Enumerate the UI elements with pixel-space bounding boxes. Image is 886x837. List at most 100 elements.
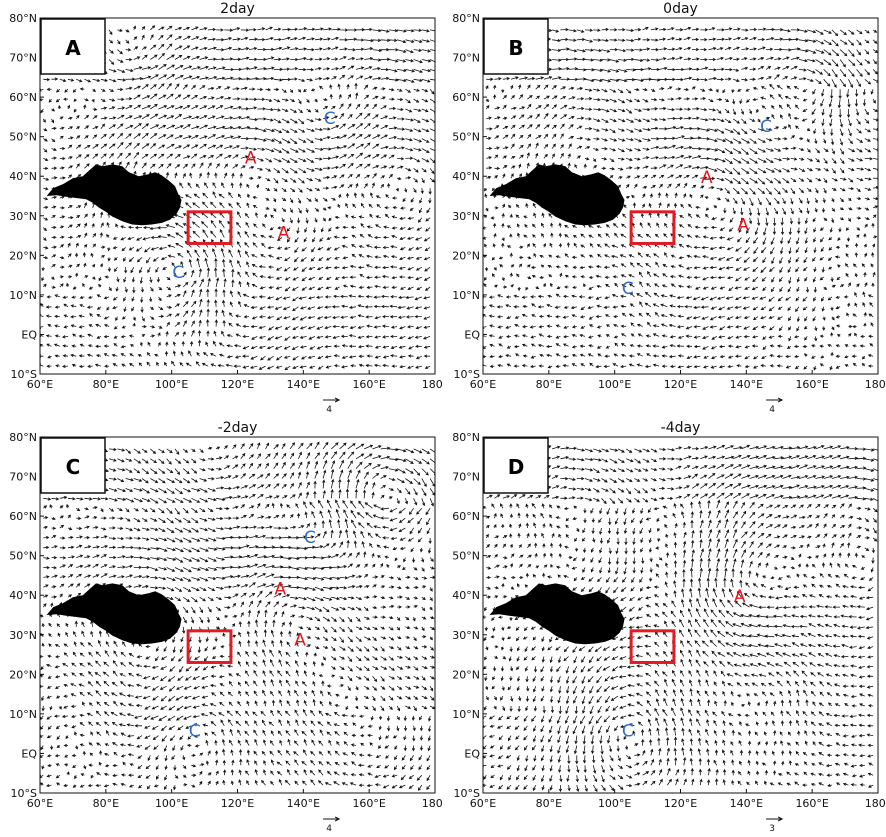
anticyclone-marker: A <box>278 224 290 244</box>
tibetan-plateau-mask <box>489 164 625 226</box>
x-tick-label: 120°E <box>664 378 697 391</box>
cyclone-marker: C <box>304 528 316 548</box>
x-tick-label: 120°E <box>664 797 697 810</box>
y-tick-label: 40°N <box>9 589 37 602</box>
reference-vector-label: 4 <box>769 405 775 415</box>
y-tick-label: 80°N <box>452 431 480 444</box>
x-tick-label: 100°E <box>598 378 631 391</box>
y-tick-label: 20°N <box>452 668 480 681</box>
y-tick-label: 50°N <box>452 550 480 563</box>
map-svg: -4day 80°N 70°N 60°N 50°N 40°N 30°N 20°N 10°N EQ 1… <box>452 420 886 834</box>
cyclone-marker: C <box>324 109 336 129</box>
study-region-box <box>186 210 233 245</box>
anticyclone-marker: A <box>734 587 746 607</box>
panel-b: 0day 80°N 70°N 60°N 50°N 40°N 30°N 20°N 10°N EQ 10… <box>443 0 886 418</box>
anticyclone-marker: A <box>294 631 306 651</box>
anticyclone-marker: A <box>245 148 257 168</box>
x-tick-label: 160°E <box>352 797 385 810</box>
study-region-box <box>629 210 676 245</box>
x-tick-label: 60°E <box>470 797 496 810</box>
tibetan-plateau-mask <box>46 583 182 645</box>
reference-vector-label: 4 <box>326 824 332 834</box>
panel-letter-label: A <box>65 36 81 60</box>
y-tick-label: 10°S <box>11 368 37 381</box>
y-tick-label: 20°N <box>9 668 37 681</box>
y-tick-label: 10°N <box>452 708 480 721</box>
x-tick-label: 160°E <box>795 378 828 391</box>
cyclone-marker: C <box>189 722 201 742</box>
anticyclone-marker: A <box>737 216 749 236</box>
reference-vector-label: 3 <box>769 824 775 834</box>
x-tick-label: 180° <box>865 797 886 810</box>
x-tick-label: 100°E <box>598 797 631 810</box>
y-tick-label: 80°N <box>9 12 37 25</box>
panel-title: -2day <box>218 420 258 436</box>
y-tick-label: 20°N <box>9 249 37 262</box>
y-tick-label: EQ <box>464 747 480 760</box>
panel-title: 2day <box>220 1 255 17</box>
x-tick-label: 140°E <box>287 378 320 391</box>
x-tick-label: 60°E <box>470 378 496 391</box>
y-tick-label: 40°N <box>452 589 480 602</box>
panel-title: 0day <box>663 1 698 17</box>
y-tick-label: EQ <box>21 747 37 760</box>
y-tick-label: 50°N <box>9 550 37 563</box>
y-tick-label: 30°N <box>452 629 480 642</box>
y-tick-label: 40°N <box>9 170 37 183</box>
panel-a: 2day 80°N 70°N 60°N 50°N 40°N 30°N 20°N 10°N EQ 10… <box>0 0 443 418</box>
y-tick-label: 70°N <box>9 471 37 484</box>
cyclone-marker: C <box>622 722 634 742</box>
y-tick-label: EQ <box>21 328 37 341</box>
x-tick-label: 120°E <box>221 797 254 810</box>
x-tick-label: 100°E <box>155 797 188 810</box>
y-tick-label: 60°N <box>452 510 480 523</box>
y-tick-label: 50°N <box>452 131 480 144</box>
y-tick-label: 40°N <box>452 170 480 183</box>
y-tick-label: 80°N <box>9 431 37 444</box>
y-tick-label: 10°S <box>11 787 37 800</box>
panel-letter-label: C <box>66 455 81 479</box>
y-tick-label: 10°N <box>452 289 480 302</box>
x-tick-label: 80°E <box>536 378 562 391</box>
map-svg: 2day 80°N 70°N 60°N 50°N 40°N 30°N 20°N 10°N EQ 10… <box>9 1 443 415</box>
x-tick-label: 160°E <box>352 378 385 391</box>
tibetan-plateau-mask <box>489 583 625 645</box>
cyclone-marker: C <box>760 117 772 137</box>
x-tick-label: 60°E <box>27 378 53 391</box>
tibetan-plateau-mask <box>46 164 182 226</box>
x-tick-label: 80°E <box>536 797 562 810</box>
y-tick-label: 60°N <box>9 510 37 523</box>
y-tick-label: 30°N <box>9 629 37 642</box>
map-svg: 0day 80°N 70°N 60°N 50°N 40°N 30°N 20°N 10°N EQ 10… <box>452 1 886 415</box>
cyclone-marker: C <box>622 279 634 299</box>
study-region-box <box>629 629 676 664</box>
x-tick-label: 140°E <box>730 378 763 391</box>
reference-vector-label: 4 <box>326 405 332 415</box>
y-tick-label: 30°N <box>452 210 480 223</box>
x-tick-label: 180° <box>422 378 443 391</box>
y-tick-label: 60°N <box>452 91 480 104</box>
y-tick-label: 70°N <box>452 471 480 484</box>
y-tick-label: 70°N <box>9 52 37 65</box>
anticyclone-marker: A <box>274 579 286 599</box>
anticyclone-marker: A <box>701 168 713 188</box>
y-tick-label: 10°N <box>9 708 37 721</box>
x-tick-label: 80°E <box>93 378 119 391</box>
x-tick-label: 60°E <box>27 797 53 810</box>
panel-c: -2day 80°N 70°N 60°N 50°N 40°N 30°N 20°N 10°N EQ 1… <box>0 419 443 837</box>
map-svg: -2day 80°N 70°N 60°N 50°N 40°N 30°N 20°N 10°N EQ 1… <box>9 420 443 834</box>
y-tick-label: 50°N <box>9 131 37 144</box>
x-tick-label: 180° <box>422 797 443 810</box>
y-tick-label: 70°N <box>452 52 480 65</box>
y-tick-label: 20°N <box>452 249 480 262</box>
x-tick-label: 140°E <box>287 797 320 810</box>
y-tick-label: 10°S <box>454 787 480 800</box>
panel-letter-label: D <box>508 455 525 479</box>
x-tick-label: 180° <box>865 378 886 391</box>
panel-letter-label: B <box>508 36 523 60</box>
y-tick-label: EQ <box>464 328 480 341</box>
y-tick-label: 10°N <box>9 289 37 302</box>
x-tick-label: 140°E <box>730 797 763 810</box>
y-tick-label: 80°N <box>452 12 480 25</box>
y-tick-label: 30°N <box>9 210 37 223</box>
